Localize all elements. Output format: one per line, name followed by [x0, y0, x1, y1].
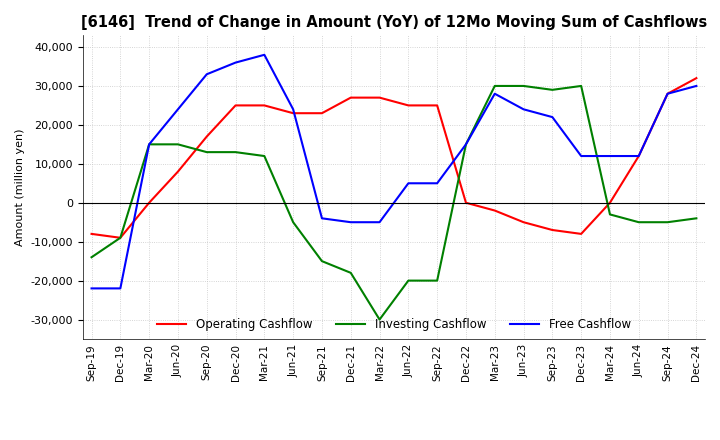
Investing Cashflow	[577, 83, 585, 88]
Investing Cashflow	[231, 150, 240, 155]
Operating Cashflow	[663, 91, 672, 96]
Operating Cashflow	[634, 154, 643, 159]
Operating Cashflow	[87, 231, 96, 237]
Operating Cashflow	[692, 76, 701, 81]
Investing Cashflow	[663, 220, 672, 225]
Operating Cashflow	[404, 103, 413, 108]
Free Cashflow	[289, 106, 297, 112]
Free Cashflow	[202, 72, 211, 77]
Investing Cashflow	[174, 142, 182, 147]
Operating Cashflow	[231, 103, 240, 108]
Investing Cashflow	[346, 270, 355, 275]
Investing Cashflow	[548, 87, 557, 92]
Legend: Operating Cashflow, Investing Cashflow, Free Cashflow: Operating Cashflow, Investing Cashflow, …	[152, 314, 636, 336]
Investing Cashflow	[462, 142, 470, 147]
Investing Cashflow	[404, 278, 413, 283]
Free Cashflow	[318, 216, 326, 221]
Operating Cashflow	[174, 169, 182, 174]
Title: [6146]  Trend of Change in Amount (YoY) of 12Mo Moving Sum of Cashflows: [6146] Trend of Change in Amount (YoY) o…	[81, 15, 707, 30]
Operating Cashflow	[202, 134, 211, 139]
Operating Cashflow	[289, 110, 297, 116]
Operating Cashflow	[433, 103, 441, 108]
Free Cashflow	[346, 220, 355, 225]
Free Cashflow	[692, 83, 701, 88]
Operating Cashflow	[260, 103, 269, 108]
Free Cashflow	[548, 114, 557, 120]
Operating Cashflow	[462, 200, 470, 205]
Investing Cashflow	[202, 150, 211, 155]
Operating Cashflow	[519, 220, 528, 225]
Free Cashflow	[116, 286, 125, 291]
Free Cashflow	[490, 91, 499, 96]
Free Cashflow	[519, 106, 528, 112]
Investing Cashflow	[289, 220, 297, 225]
Free Cashflow	[606, 154, 614, 159]
Free Cashflow	[577, 154, 585, 159]
Free Cashflow	[231, 60, 240, 65]
Line: Operating Cashflow: Operating Cashflow	[91, 78, 696, 238]
Investing Cashflow	[318, 259, 326, 264]
Free Cashflow	[433, 181, 441, 186]
Free Cashflow	[87, 286, 96, 291]
Investing Cashflow	[692, 216, 701, 221]
Investing Cashflow	[375, 317, 384, 322]
Free Cashflow	[375, 220, 384, 225]
Investing Cashflow	[433, 278, 441, 283]
Operating Cashflow	[116, 235, 125, 240]
Investing Cashflow	[260, 154, 269, 159]
Investing Cashflow	[634, 220, 643, 225]
Line: Free Cashflow: Free Cashflow	[91, 55, 696, 288]
Investing Cashflow	[519, 83, 528, 88]
Free Cashflow	[260, 52, 269, 58]
Investing Cashflow	[116, 235, 125, 240]
Investing Cashflow	[606, 212, 614, 217]
Investing Cashflow	[490, 83, 499, 88]
Free Cashflow	[145, 142, 153, 147]
Free Cashflow	[663, 91, 672, 96]
Operating Cashflow	[145, 200, 153, 205]
Y-axis label: Amount (million yen): Amount (million yen)	[15, 128, 25, 246]
Operating Cashflow	[490, 208, 499, 213]
Operating Cashflow	[375, 95, 384, 100]
Operating Cashflow	[318, 110, 326, 116]
Investing Cashflow	[87, 255, 96, 260]
Free Cashflow	[404, 181, 413, 186]
Free Cashflow	[174, 106, 182, 112]
Operating Cashflow	[606, 200, 614, 205]
Operating Cashflow	[346, 95, 355, 100]
Operating Cashflow	[548, 227, 557, 233]
Operating Cashflow	[577, 231, 585, 237]
Line: Investing Cashflow: Investing Cashflow	[91, 86, 696, 319]
Free Cashflow	[634, 154, 643, 159]
Free Cashflow	[462, 142, 470, 147]
Investing Cashflow	[145, 142, 153, 147]
